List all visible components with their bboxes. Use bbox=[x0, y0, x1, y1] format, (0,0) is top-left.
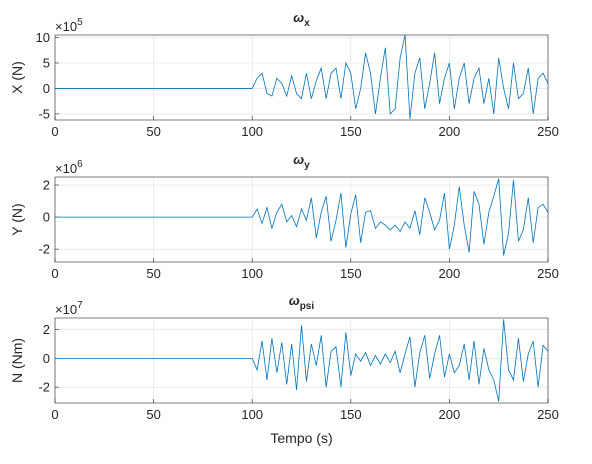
title-symbol: ω bbox=[293, 10, 304, 25]
x-tick-label: 50 bbox=[146, 407, 160, 422]
x-tick-label: 200 bbox=[439, 266, 461, 281]
data-line bbox=[55, 34, 549, 120]
x-tick-label: 200 bbox=[439, 124, 461, 139]
x-tick-label: 100 bbox=[241, 266, 263, 281]
plot-area bbox=[55, 177, 548, 262]
x-tick-label: 50 bbox=[146, 266, 160, 281]
y-axis-label: X (N) bbox=[9, 61, 25, 94]
multiplier-base: ×10 bbox=[55, 161, 77, 176]
title-symbol: ω bbox=[293, 152, 304, 167]
multiplier-power: 5 bbox=[77, 17, 83, 28]
title-symbol: ω bbox=[289, 293, 300, 308]
x-tick-label: 100 bbox=[241, 407, 263, 422]
subplot-title: ωx bbox=[293, 10, 310, 29]
multiplier-base: ×10 bbox=[55, 19, 77, 34]
y-axis-label: Y (N) bbox=[9, 203, 25, 235]
plot-area bbox=[55, 318, 548, 403]
multiplier-power: 7 bbox=[77, 300, 83, 311]
title-subscript: psi bbox=[300, 301, 315, 312]
y-tick-label: -2 bbox=[38, 380, 50, 395]
x-tick-label: 150 bbox=[340, 266, 362, 281]
data-line bbox=[55, 178, 549, 256]
x-tick-label: 0 bbox=[51, 124, 58, 139]
y-tick-label: 2 bbox=[43, 322, 50, 337]
subplot-title: ωy bbox=[293, 152, 310, 171]
data-line bbox=[55, 319, 549, 402]
y-tick-label: 10 bbox=[36, 30, 50, 45]
x-tick-label: 250 bbox=[537, 124, 559, 139]
multiplier-power: 6 bbox=[77, 159, 83, 170]
x-tick-label: 100 bbox=[241, 124, 263, 139]
y-multiplier: ×107 bbox=[55, 300, 83, 317]
x-tick-label: 150 bbox=[340, 407, 362, 422]
y-tick-label: -2 bbox=[38, 242, 50, 257]
x-tick-label: 200 bbox=[439, 407, 461, 422]
x-tick-label: 0 bbox=[51, 407, 58, 422]
y-tick-label: 0 bbox=[43, 210, 50, 225]
x-axis-label: Tempo (s) bbox=[270, 430, 332, 446]
multiplier-base: ×10 bbox=[55, 302, 77, 317]
y-tick-label: 0 bbox=[43, 81, 50, 96]
x-tick-label: 250 bbox=[537, 407, 559, 422]
axes-box bbox=[54, 34, 549, 121]
axes-box bbox=[54, 176, 549, 263]
y-axis-label: N (Nm) bbox=[9, 338, 25, 383]
y-tick-label: 0 bbox=[43, 351, 50, 366]
y-multiplier: ×105 bbox=[55, 17, 83, 34]
title-subscript: x bbox=[304, 18, 310, 29]
y-tick-label: 5 bbox=[43, 55, 50, 70]
subplot-title: ωpsi bbox=[289, 293, 315, 312]
x-tick-label: 50 bbox=[146, 124, 160, 139]
x-tick-label: 150 bbox=[340, 124, 362, 139]
x-tick-label: 0 bbox=[51, 266, 58, 281]
y-multiplier: ×106 bbox=[55, 159, 83, 176]
x-tick-label: 250 bbox=[537, 266, 559, 281]
y-tick-label: 2 bbox=[43, 178, 50, 193]
y-tick-label: -5 bbox=[38, 106, 50, 121]
axes-box bbox=[54, 317, 549, 404]
title-subscript: y bbox=[304, 160, 310, 171]
